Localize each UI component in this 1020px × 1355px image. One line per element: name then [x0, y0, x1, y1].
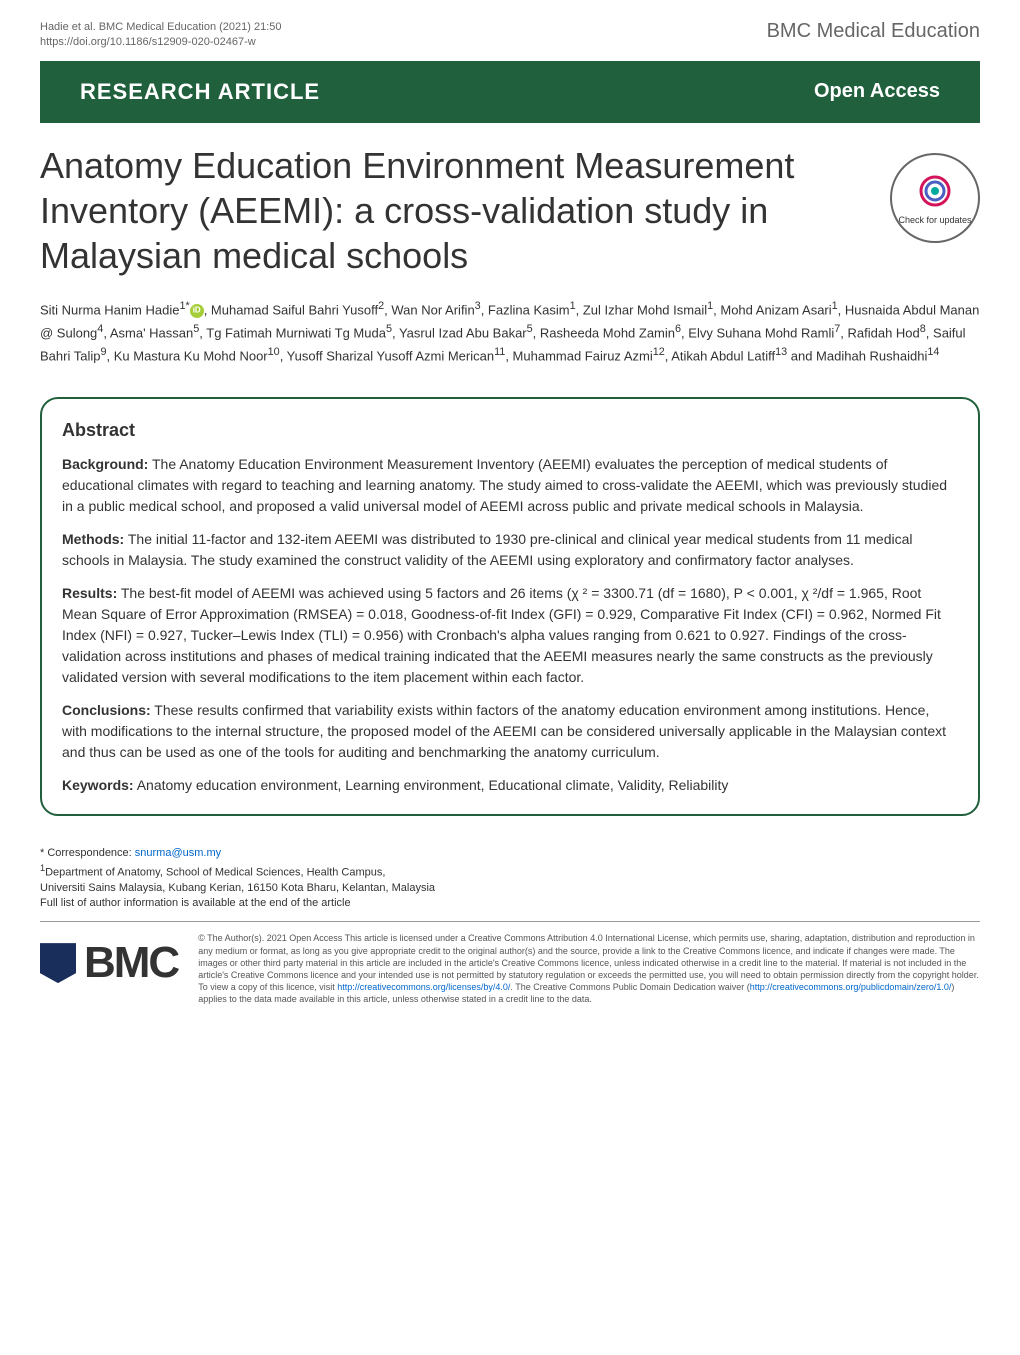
license-link-cc0[interactable]: http://creativecommons.org/publicdomain/…	[750, 982, 952, 992]
abstract-conclusions: Conclusions: These results confirmed tha…	[62, 700, 958, 763]
page-header: Hadie et al. BMC Medical Education (2021…	[0, 0, 1020, 61]
abstract-conclusions-label: Conclusions:	[62, 702, 151, 718]
author-affil-sup: 12	[653, 346, 665, 358]
bmc-text: BMC	[84, 932, 178, 994]
author: and Madihah Rushaidhi	[787, 348, 927, 363]
author: , Fazlina Kasim	[481, 302, 570, 317]
author-affil-sup: 13	[775, 346, 787, 358]
author: , Asma' Hassan	[103, 325, 193, 340]
affiliation-line: 1Department of Anatomy, School of Medica…	[40, 862, 980, 881]
article-type-label: RESEARCH ARTICLE	[80, 79, 320, 105]
journal-name: BMC Medical Education	[767, 20, 980, 43]
bmc-logo: BMC	[40, 932, 178, 994]
article-title: Anatomy Education Environment Measuremen…	[40, 143, 870, 278]
license-link-cc-by[interactable]: http://creativecommons.org/licenses/by/4…	[337, 982, 510, 992]
footer-block: * Correspondence: snurma@usm.my 1Departm…	[0, 836, 1020, 1025]
authors-list: Siti Nurma Hanim Hadie1* , Muhamad Saiful…	[0, 288, 1020, 377]
footer-divider	[40, 921, 980, 922]
bmc-flag-icon	[40, 943, 76, 983]
orcid-icon[interactable]	[190, 304, 204, 318]
author: , Mohd Anizam Asari	[713, 302, 832, 317]
abstract-methods-label: Methods:	[62, 531, 124, 547]
citation-block: Hadie et al. BMC Medical Education (2021…	[40, 20, 282, 51]
author: , Tg Fatimah Murniwati Tg Muda	[199, 325, 386, 340]
author: , Rafidah Hod	[840, 325, 920, 340]
author: , Ku Mastura Ku Mohd Noor	[107, 348, 268, 363]
author: Siti Nurma Hanim Hadie	[40, 302, 179, 317]
abstract-background-text: The Anatomy Education Environment Measur…	[62, 456, 947, 514]
author: , Wan Nor Arifin	[384, 302, 475, 317]
abstract-heading: Abstract	[62, 417, 958, 444]
affiliation-text-1: Department of Anatomy, School of Medical…	[45, 866, 385, 878]
author: , Muhamad Saiful Bahri Yusoff	[204, 302, 378, 317]
keywords-label: Keywords:	[62, 777, 134, 793]
abstract-conclusions-text: These results confirmed that variability…	[62, 702, 946, 760]
article-type-banner: RESEARCH ARTICLE Open Access	[40, 61, 980, 123]
author: , Zul Izhar Mohd Ismail	[576, 302, 708, 317]
correspondence-label: * Correspondence:	[40, 847, 135, 859]
abstract-keywords: Keywords: Anatomy education environment,…	[62, 775, 958, 796]
check-updates-label: Check for updates	[898, 215, 971, 225]
open-access-label: Open Access	[814, 80, 940, 103]
author: , Elvy Suhana Mohd Ramli	[681, 325, 834, 340]
author: , Yusoff Sharizal Yusoff Azmi Merican	[280, 348, 494, 363]
author-affil-sup: 14	[927, 346, 939, 358]
author-affil-sup: 1*	[179, 300, 189, 312]
author: , Muhammad Fairuz Azmi	[505, 348, 652, 363]
license-text: © The Author(s). 2021 Open Access This a…	[198, 932, 980, 1005]
affiliation-text-2: Universiti Sains Malaysia, Kubang Kerian…	[40, 881, 980, 896]
keywords-text: Anatomy education environment, Learning …	[134, 777, 729, 793]
citation-line: Hadie et al. BMC Medical Education (2021…	[40, 20, 282, 35]
full-author-list-note: Full list of author information is avail…	[40, 896, 980, 911]
check-updates-icon	[915, 171, 955, 211]
abstract-methods: Methods: The initial 11-factor and 132-i…	[62, 529, 958, 571]
license-row: BMC © The Author(s). 2021 Open Access Th…	[40, 932, 980, 1005]
doi-line: https://doi.org/10.1186/s12909-020-02467…	[40, 35, 282, 50]
check-updates-badge[interactable]: Check for updates	[890, 153, 980, 243]
correspondence-email-link[interactable]: snurma@usm.my	[135, 847, 221, 859]
abstract-results-text: The best-fit model of AEEMI was achieved…	[62, 585, 941, 685]
author: , Atikah Abdul Latiff	[665, 348, 775, 363]
abstract-background: Background: The Anatomy Education Enviro…	[62, 454, 958, 517]
author-affil-sup: 11	[494, 346, 505, 358]
abstract-box: Abstract Background: The Anatomy Educati…	[40, 397, 980, 816]
abstract-background-label: Background:	[62, 456, 148, 472]
author-affil-sup: 10	[268, 346, 280, 358]
license-part-2: . The Creative Commons Public Domain Ded…	[510, 982, 749, 992]
correspondence-line: * Correspondence: snurma@usm.my	[40, 846, 980, 861]
abstract-methods-text: The initial 11-factor and 132-item AEEMI…	[62, 531, 913, 568]
author: , Rasheeda Mohd Zamin	[533, 325, 675, 340]
abstract-results: Results: The best-fit model of AEEMI was…	[62, 583, 958, 688]
author: , Yasrul Izad Abu Bakar	[392, 325, 527, 340]
title-block: Anatomy Education Environment Measuremen…	[0, 123, 1020, 288]
abstract-results-label: Results:	[62, 585, 117, 601]
